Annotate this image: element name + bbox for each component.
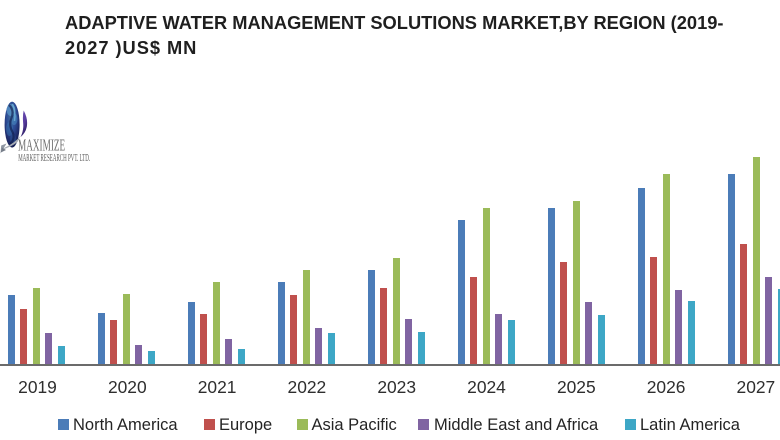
svg-text:MAXIMIZE: MAXIMIZE: [18, 135, 65, 154]
svg-text:MARKET RESEARCH PVT. LTD.: MARKET RESEARCH PVT. LTD.: [18, 153, 90, 164]
